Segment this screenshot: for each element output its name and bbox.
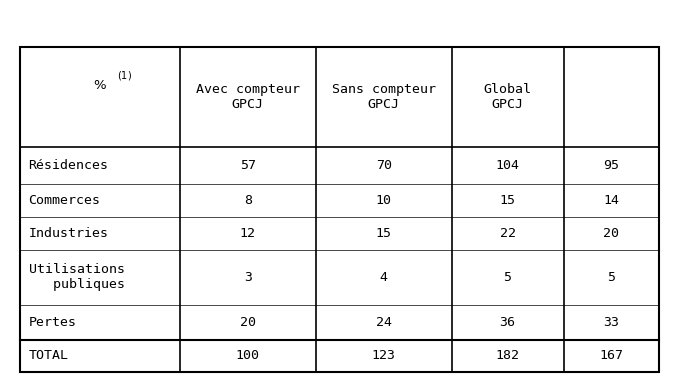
Text: 20: 20: [603, 227, 619, 240]
Text: Industries: Industries: [29, 227, 109, 240]
Text: 70: 70: [375, 159, 392, 172]
Text: 15: 15: [500, 194, 515, 207]
Text: Global
GPCJ: Global GPCJ: [483, 83, 532, 111]
Text: $\%$: $\%$: [93, 79, 107, 92]
Text: $(1)$: $(1)$: [117, 69, 132, 82]
Text: 123: 123: [371, 350, 396, 362]
Text: Avec compteur
GPCJ: Avec compteur GPCJ: [196, 83, 300, 111]
Text: 14: 14: [603, 194, 619, 207]
Text: 5: 5: [504, 271, 511, 284]
Text: 15: 15: [375, 227, 392, 240]
Text: Résidences: Résidences: [29, 159, 109, 172]
Text: 24: 24: [375, 315, 392, 329]
Text: TOTAL: TOTAL: [29, 350, 69, 362]
Text: 12: 12: [240, 227, 256, 240]
Text: 104: 104: [496, 159, 519, 172]
Text: Sans compteur
GPCJ: Sans compteur GPCJ: [331, 83, 436, 111]
Text: 3: 3: [244, 271, 252, 284]
Text: 57: 57: [240, 159, 256, 172]
Text: 22: 22: [500, 227, 515, 240]
Text: 8: 8: [244, 194, 252, 207]
Text: 167: 167: [599, 350, 623, 362]
Text: Utilisations
  publiques: Utilisations publiques: [29, 263, 124, 291]
Bar: [20, 47, 659, 372]
Text: Commerces: Commerces: [29, 194, 100, 207]
Text: 36: 36: [500, 315, 515, 329]
Text: 10: 10: [375, 194, 392, 207]
Text: 20: 20: [240, 315, 256, 329]
Text: 182: 182: [496, 350, 519, 362]
Text: 5: 5: [607, 271, 615, 284]
Text: 33: 33: [603, 315, 619, 329]
Text: Pertes: Pertes: [29, 315, 77, 329]
Text: 4: 4: [380, 271, 388, 284]
Text: 95: 95: [603, 159, 619, 172]
Text: 100: 100: [236, 350, 260, 362]
